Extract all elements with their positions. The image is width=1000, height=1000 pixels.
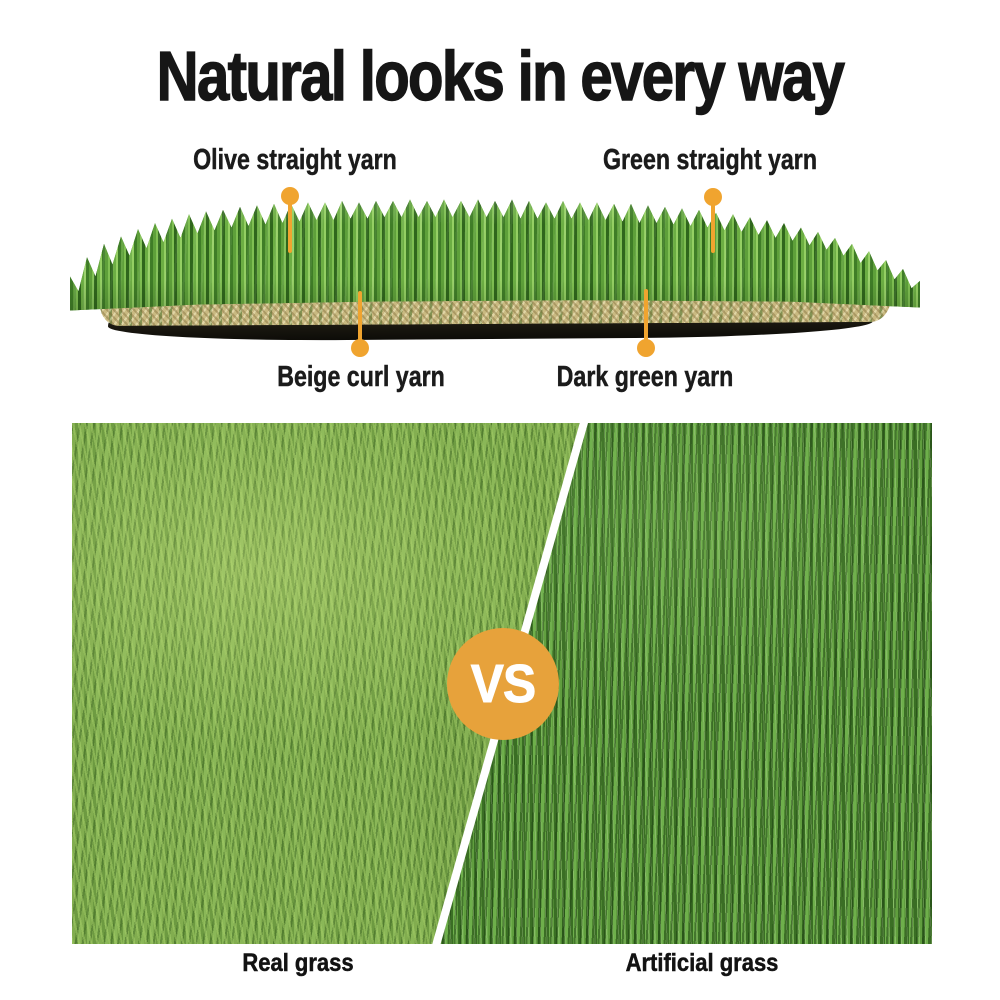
artificial-grass-label: Artificial grass (625, 949, 779, 978)
callout-label-green-straight-yarn: Green straight yarn (602, 144, 818, 177)
grass-comparison-image: VS (72, 423, 932, 944)
callout-pin-icon (704, 188, 722, 253)
callout-pin-icon (351, 291, 369, 357)
callout-pin-icon (281, 187, 299, 253)
real-grass-label: Real grass (242, 949, 354, 978)
vs-label: VS (470, 654, 536, 715)
vs-badge: VS (447, 628, 559, 740)
callout-pin-icon (637, 289, 655, 357)
callout-label-beige-curl-yarn: Beige curl yarn (277, 361, 445, 394)
turf-sample-image (70, 198, 920, 346)
callout-label-olive-straight-yarn: Olive straight yarn (193, 144, 397, 177)
page-title: Natural looks in every way (156, 36, 845, 115)
callout-label-dark-green-yarn: Dark green yarn (556, 361, 734, 394)
